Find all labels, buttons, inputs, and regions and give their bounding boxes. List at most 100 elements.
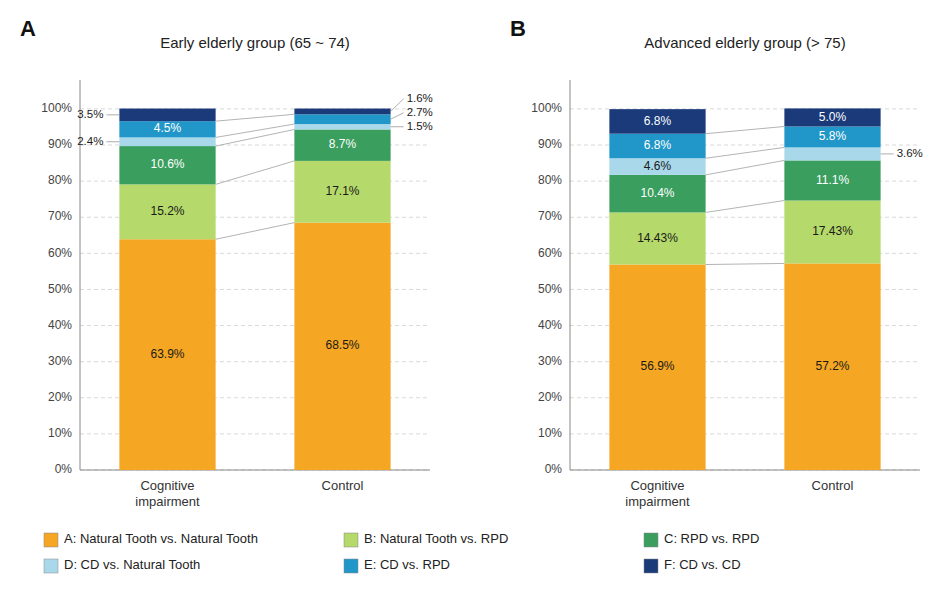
tick-label: 30% — [48, 354, 72, 368]
legend: A: Natural Tooth vs. Natural Tooth B: Nat… — [44, 531, 759, 573]
data-label: 17.1% — [325, 184, 359, 198]
tick-label: 80% — [48, 173, 72, 187]
data-label: 10.6% — [150, 157, 184, 171]
tick-label: 80% — [538, 173, 562, 187]
legend-swatch — [644, 559, 658, 573]
data-label: 1.5% — [407, 120, 433, 132]
connector — [216, 223, 295, 240]
legend-swatch — [644, 533, 658, 547]
connector — [706, 160, 785, 174]
connector — [216, 161, 295, 184]
connector — [706, 126, 785, 133]
label-leader — [391, 113, 404, 119]
connector — [216, 124, 295, 137]
tick-label: 100% — [41, 101, 72, 115]
data-label: 8.7% — [329, 137, 357, 151]
bar-segment — [119, 137, 215, 146]
tick-label: 100% — [531, 101, 562, 115]
legend-label: A: Natural Tooth vs. Natural Tooth — [64, 531, 258, 546]
tick-label: 70% — [48, 209, 72, 223]
tick-label: 40% — [48, 318, 72, 332]
data-label: 56.9% — [640, 359, 674, 373]
bar-segment — [609, 265, 705, 470]
category-label: Cognitiveimpairment — [135, 478, 200, 509]
data-label: 1.6% — [407, 92, 433, 104]
tick-label: 0% — [55, 462, 73, 476]
tick-label: 60% — [538, 246, 562, 260]
data-label: 5.0% — [819, 110, 847, 124]
data-label: 11.1% — [816, 173, 849, 187]
tick-label: 10% — [48, 426, 72, 440]
data-label: 10.4% — [640, 186, 674, 200]
bar-segment — [294, 109, 390, 115]
legend-label: C: RPD vs. RPD — [664, 531, 759, 546]
data-labels: 63.9% 68.5% 15.2% 17.1% 10.6% 8.7% 4.5% 2.4% 3.5… — [77, 92, 433, 361]
tick-label: 60% — [48, 246, 72, 260]
bar-segment — [294, 223, 390, 470]
bar-segment — [609, 175, 705, 213]
data-label: 57.2% — [815, 359, 849, 373]
legend-label: B: Natural Tooth vs. RPD — [364, 531, 508, 546]
tick-label: 0% — [545, 462, 563, 476]
tick-label: 10% — [538, 426, 562, 440]
data-label: 68.5% — [325, 338, 359, 352]
bar-segment — [119, 184, 215, 239]
tick-label: 90% — [538, 137, 562, 151]
chart: 0% 10% 20% 30% 40% 50% 60% 70% 80% 90% 100% 63.9% 68… — [0, 0, 948, 602]
panel-label: B — [510, 16, 526, 41]
bar-segment — [294, 124, 390, 129]
tick-label: 50% — [48, 282, 72, 296]
connector — [706, 201, 785, 213]
bar-segment — [784, 201, 880, 264]
bar-segment — [119, 121, 215, 137]
legend-swatch — [344, 559, 358, 573]
legend-label: F: CD vs. CD — [664, 557, 741, 572]
category-label: Control — [812, 478, 854, 493]
bar-segment — [119, 146, 215, 184]
bar-segment — [784, 147, 880, 160]
bar-segment — [784, 160, 880, 200]
bar-segment — [119, 239, 215, 470]
label-leader — [391, 126, 404, 127]
legend-label: D: CD vs. Natural Tooth — [64, 557, 200, 572]
panel: 0%10%20%30%40%50%60%70%80%90%100%63.9%68… — [20, 16, 433, 509]
legend-swatch — [44, 533, 58, 547]
bar-segment — [609, 212, 705, 264]
bar-segment — [119, 109, 215, 122]
bars — [119, 109, 390, 470]
label-leader — [106, 141, 119, 142]
label-leader — [106, 114, 119, 115]
bar-segment — [609, 158, 705, 175]
data-label: 4.6% — [644, 159, 672, 173]
bar-segment — [294, 161, 390, 223]
tick-label: 50% — [538, 282, 562, 296]
legend-label: E: CD vs. RPD — [364, 557, 450, 572]
title: Early elderly group (65 ~ 74) — [160, 34, 350, 51]
bar-segment — [784, 108, 880, 126]
data-label: 6.8% — [644, 114, 672, 128]
bar-segment — [294, 129, 390, 160]
tick-label: 70% — [538, 209, 562, 223]
data-label: 17.43% — [812, 224, 853, 238]
data-label: 2.7% — [407, 106, 433, 118]
data-label: 4.5% — [154, 121, 182, 135]
data-labels: 56.9%57.2%14.43%17.43%10.4%11.1%4.6%6.8%… — [637, 110, 923, 374]
panel: 0%10%20%30%40%50%60%70%80%90%100%56.9%57… — [510, 16, 923, 509]
category-label: Cognitiveimpairment — [625, 478, 690, 509]
tick-label: 30% — [538, 354, 562, 368]
connector — [216, 129, 295, 146]
tick-label: 20% — [538, 390, 562, 404]
label-leader — [391, 99, 404, 112]
legend-swatch — [44, 559, 58, 573]
data-label: 3.5% — [77, 108, 103, 120]
connector — [706, 263, 785, 264]
bar-segment — [609, 134, 705, 159]
bar-segment — [294, 114, 390, 124]
tick-label: 90% — [48, 137, 72, 151]
data-label: 2.4% — [77, 135, 103, 147]
bar-segment — [609, 109, 705, 134]
title: Advanced elderly group (> 75) — [644, 34, 845, 51]
data-label: 15.2% — [150, 204, 184, 218]
data-label: 63.9% — [150, 347, 184, 361]
data-label: 5.8% — [819, 129, 847, 143]
